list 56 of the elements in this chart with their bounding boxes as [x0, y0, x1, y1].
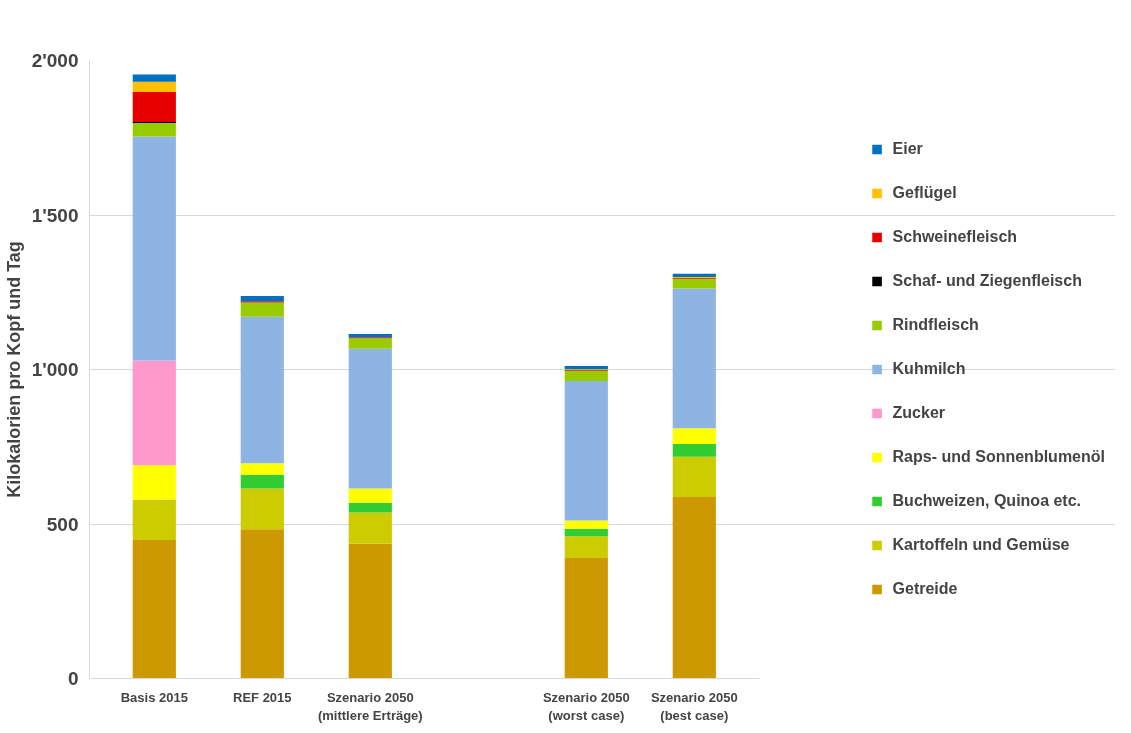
bar	[564, 520, 608, 529]
y-tick-label: 1'000	[31, 359, 79, 380]
x-tick-label: Basis 2015	[120, 689, 188, 705]
bar	[672, 428, 716, 444]
bar	[240, 463, 284, 475]
bar	[132, 92, 176, 122]
y-tick-label: 1'500	[31, 204, 79, 226]
bar	[240, 302, 284, 317]
bar	[348, 543, 392, 679]
bar	[564, 528, 608, 537]
bar	[132, 136, 176, 361]
legend-label: Raps- und Sonnenblumenöl	[892, 448, 1105, 466]
legend-label: Kuhmilch	[892, 360, 966, 378]
bar	[132, 81, 176, 93]
legend-label: Geflügel	[892, 184, 957, 202]
bar	[672, 456, 716, 498]
x-tick-label: REF 2015	[233, 689, 292, 705]
bar	[672, 288, 716, 429]
bar	[240, 295, 284, 302]
legend-label: Zucker	[892, 404, 946, 422]
bar	[132, 122, 176, 137]
bar	[132, 499, 176, 541]
bar	[348, 488, 392, 503]
bar	[672, 278, 716, 289]
legend-label: Buchweizen, Quinoa etc.	[892, 492, 1082, 510]
bar	[240, 474, 284, 489]
bar	[132, 360, 176, 466]
legend-label: Schweinefleisch	[892, 228, 1018, 246]
bar	[564, 557, 608, 679]
bar	[240, 529, 284, 679]
legend-label: Eier	[892, 140, 923, 158]
legend-label: Getreide	[892, 580, 958, 598]
x-tick-label: Szenario 2050 (mittlere Erträge)	[317, 689, 423, 723]
y-axis-title: Kilokalorien pro Kopf und Tag	[3, 241, 24, 498]
legend-label: Kartoffeln und Gemüse	[892, 536, 1070, 554]
bar	[564, 370, 608, 381]
bar	[348, 348, 392, 489]
bar	[240, 316, 284, 464]
x-tick-label: Szenario 2050 (best case)	[650, 689, 738, 723]
legend-label: Schaf- und Ziegenfleisch	[892, 272, 1082, 290]
legend-label: Rindfleisch	[892, 316, 979, 334]
bar	[672, 443, 716, 457]
bar	[348, 338, 392, 349]
bar	[132, 540, 176, 679]
y-tick-label: 0	[67, 668, 79, 689]
y-tick-label: 2'000	[31, 50, 79, 71]
bar	[672, 497, 716, 679]
bar	[132, 74, 176, 82]
bar	[564, 536, 608, 558]
x-tick-label: Szenario 2050 (worst case)	[542, 689, 630, 723]
bar	[240, 488, 284, 530]
bar	[348, 512, 392, 544]
bar	[132, 465, 176, 500]
y-tick-label: 500	[46, 513, 79, 535]
bar	[348, 502, 392, 513]
bar	[564, 380, 608, 521]
